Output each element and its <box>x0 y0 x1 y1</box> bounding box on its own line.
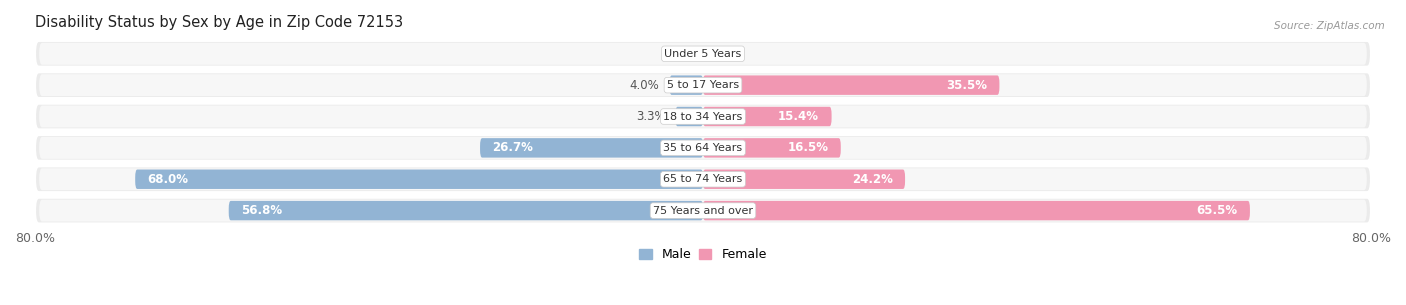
Text: Under 5 Years: Under 5 Years <box>665 49 741 59</box>
Text: 16.5%: 16.5% <box>787 142 828 154</box>
Text: 0.0%: 0.0% <box>661 47 690 60</box>
FancyBboxPatch shape <box>479 138 703 158</box>
Text: 68.0%: 68.0% <box>148 173 188 186</box>
FancyBboxPatch shape <box>703 201 1250 220</box>
Text: 0.0%: 0.0% <box>716 47 745 60</box>
FancyBboxPatch shape <box>703 75 1000 95</box>
FancyBboxPatch shape <box>39 106 1367 127</box>
FancyBboxPatch shape <box>229 201 703 220</box>
Legend: Male, Female: Male, Female <box>640 249 766 261</box>
Text: 65 to 74 Years: 65 to 74 Years <box>664 174 742 184</box>
FancyBboxPatch shape <box>669 75 703 95</box>
FancyBboxPatch shape <box>135 170 703 189</box>
FancyBboxPatch shape <box>35 135 1371 161</box>
FancyBboxPatch shape <box>35 104 1371 129</box>
FancyBboxPatch shape <box>39 74 1367 96</box>
FancyBboxPatch shape <box>703 138 841 158</box>
FancyBboxPatch shape <box>675 107 703 126</box>
FancyBboxPatch shape <box>35 198 1371 224</box>
Text: 15.4%: 15.4% <box>778 110 820 123</box>
Text: 24.2%: 24.2% <box>852 173 893 186</box>
Text: Disability Status by Sex by Age in Zip Code 72153: Disability Status by Sex by Age in Zip C… <box>35 15 404 30</box>
FancyBboxPatch shape <box>35 72 1371 98</box>
FancyBboxPatch shape <box>39 43 1367 65</box>
Text: 65.5%: 65.5% <box>1197 204 1237 217</box>
Text: Source: ZipAtlas.com: Source: ZipAtlas.com <box>1274 21 1385 31</box>
Text: 56.8%: 56.8% <box>242 204 283 217</box>
FancyBboxPatch shape <box>39 137 1367 159</box>
Text: 26.7%: 26.7% <box>492 142 533 154</box>
FancyBboxPatch shape <box>35 167 1371 192</box>
Text: 18 to 34 Years: 18 to 34 Years <box>664 112 742 121</box>
FancyBboxPatch shape <box>39 200 1367 221</box>
Text: 5 to 17 Years: 5 to 17 Years <box>666 80 740 90</box>
FancyBboxPatch shape <box>35 41 1371 67</box>
Text: 75 Years and over: 75 Years and over <box>652 206 754 216</box>
Text: 35.5%: 35.5% <box>946 79 987 92</box>
FancyBboxPatch shape <box>39 168 1367 190</box>
FancyBboxPatch shape <box>703 170 905 189</box>
Text: 35 to 64 Years: 35 to 64 Years <box>664 143 742 153</box>
FancyBboxPatch shape <box>703 107 831 126</box>
Text: 3.3%: 3.3% <box>636 110 665 123</box>
Text: 4.0%: 4.0% <box>630 79 659 92</box>
